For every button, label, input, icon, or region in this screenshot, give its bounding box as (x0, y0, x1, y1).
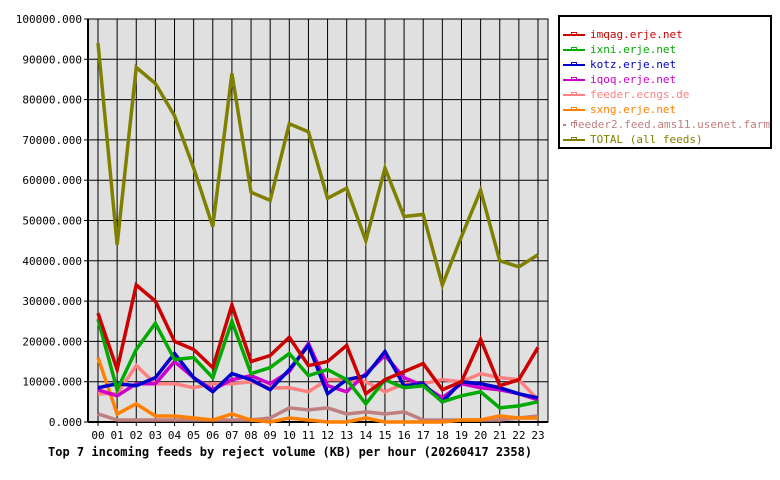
legend-swatch (563, 106, 585, 111)
legend-label: iqoq.erje.net (590, 73, 677, 86)
y-tick-label: 40000.000 (22, 255, 82, 268)
x-tick-label: 16 (397, 429, 410, 442)
x-tick-label: 13 (340, 429, 353, 442)
legend-label: kotz.erje.net (590, 58, 677, 71)
x-tick-label: 12 (321, 429, 334, 442)
legend-label: ixni.erje.net (590, 43, 677, 56)
x-tick-label: 20 (474, 429, 487, 442)
series-line-kotz-erje-net (97, 341, 539, 405)
legend-label: TOTAL (all feeds) (590, 133, 703, 146)
x-tick-label: 11 (302, 429, 315, 442)
series-line-total-all-feeds- (96, 43, 539, 291)
legend-swatch (563, 91, 585, 96)
legend-swatch (563, 31, 585, 36)
chart-title: Top 7 incoming feeds by reject volume (K… (48, 445, 533, 459)
y-tick-label: 0.000 (49, 416, 82, 429)
x-tick-label: 01 (111, 429, 124, 442)
y-tick-label: 70000.000 (22, 134, 82, 147)
legend-item: iqoq.erje.net (560, 72, 770, 87)
x-tick-label: 10 (283, 429, 296, 442)
legend-item: imqag.erje.net (560, 27, 770, 42)
x-tick-label: 05 (187, 429, 200, 442)
legend-swatch (563, 121, 579, 126)
x-tick-label: 23 (531, 429, 544, 442)
series-line-ixni-erje-net (96, 315, 539, 410)
x-tick-label: 22 (512, 429, 525, 442)
series-line-sxng-erje-net (96, 356, 538, 424)
x-tick-label: 15 (378, 429, 391, 442)
x-tick-label: 03 (149, 429, 162, 442)
legend-label: imqag.erje.net (590, 28, 683, 41)
legend-label: sxng.erje.net (590, 103, 677, 116)
x-tick-label: 17 (417, 429, 430, 442)
x-tick-label: 18 (436, 429, 449, 442)
x-tick-label: 09 (264, 429, 277, 442)
legend-item: feeder2.feed.ams11.usenet.farm (560, 117, 770, 132)
legend-item: feeder.ecngs.de (560, 87, 770, 102)
x-tick-label: 08 (244, 429, 257, 442)
legend-swatch (563, 136, 585, 141)
x-tick-label: 06 (206, 429, 219, 442)
y-tick-label: 20000.000 (22, 335, 82, 348)
x-tick-label: 14 (359, 429, 373, 442)
legend-label: feeder2.feed.ams11.usenet.farm (571, 118, 770, 131)
legend-swatch (563, 61, 585, 66)
x-tick-label: 21 (493, 429, 506, 442)
x-tick-label: 02 (130, 429, 143, 442)
legend-swatch (563, 76, 585, 81)
legend-label: feeder.ecngs.de (590, 88, 690, 101)
legend-item: TOTAL (all feeds) (560, 132, 770, 147)
x-tick-label: 07 (225, 429, 238, 442)
y-tick-label: 80000.000 (22, 94, 82, 107)
y-tick-label: 10000.000 (22, 376, 82, 389)
y-tick-label: 60000.000 (22, 174, 82, 187)
x-tick-label: 04 (168, 429, 182, 442)
y-tick-label: 30000.000 (22, 295, 82, 308)
legend-item: ixni.erje.net (560, 42, 770, 57)
legend-swatch (563, 46, 585, 51)
y-tick-label: 100000.000 (16, 13, 82, 26)
legend-item: kotz.erje.net (560, 57, 770, 72)
y-tick-label: 90000.000 (22, 53, 82, 66)
x-tick-label: 19 (455, 429, 468, 442)
y-tick-label: 50000.000 (22, 215, 82, 228)
legend: imqag.erje.net ixni.erje.net kotz.erje.net… (558, 15, 772, 149)
legend-item: sxng.erje.net (560, 102, 770, 117)
x-tick-label: 00 (91, 429, 104, 442)
series-line-imqag-erje-net (96, 281, 540, 397)
